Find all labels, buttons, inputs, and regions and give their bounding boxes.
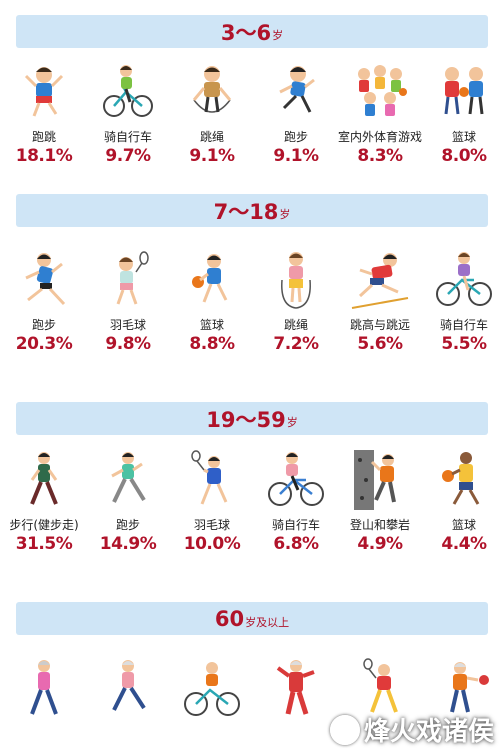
activity-item	[338, 658, 422, 718]
activity-item: 跑步 9.1%	[254, 62, 338, 166]
activity-percentage: 9.8%	[105, 334, 151, 354]
activity-item: 跳绳 7.2%	[254, 250, 338, 354]
activity-label: 篮球	[199, 318, 224, 332]
teen-running-icon	[25, 253, 66, 306]
activity-label: 室内外体育游戏	[338, 130, 423, 144]
activity-percentage: 4.9%	[357, 534, 403, 554]
senior-tai-chi-icon	[276, 660, 315, 715]
teen-high-jump-icon	[351, 253, 409, 309]
children-playing-icon	[358, 65, 407, 116]
adult-walking-icon	[30, 452, 58, 505]
child-cycling-icon	[103, 65, 153, 117]
activity-percentage: 18.1%	[15, 146, 73, 166]
activity-percentage: 20.3%	[15, 334, 73, 354]
activity-item: 登山和攀岩 4.9%	[338, 450, 422, 554]
activity-label: 篮球	[451, 130, 476, 144]
activity-percentage: 4.4%	[441, 534, 487, 554]
child-jumping-icon	[24, 67, 64, 117]
age-band-2: 7～18 岁	[16, 194, 488, 227]
activity-label: 跳绳	[283, 318, 308, 332]
activity-label: 跑跳	[31, 130, 56, 144]
activity-item: 羽毛球 10.0%	[170, 450, 254, 554]
activity-percentage: 8.8%	[189, 334, 235, 354]
age-band-3: 19～59 岁	[16, 402, 488, 435]
adult-climbing-icon	[354, 450, 396, 510]
activity-label: 篮球	[451, 518, 476, 532]
age-range: 3～6	[220, 20, 272, 45]
senior-cycling-icon	[184, 662, 240, 716]
activity-item	[170, 658, 254, 718]
activity-item: 跳绳 9.1%	[170, 62, 254, 166]
activity-percentage: 14.9%	[99, 534, 157, 554]
activity-item: 篮球 4.4%	[422, 450, 504, 554]
age-range: 60	[214, 606, 245, 631]
age-unit: 岁	[286, 415, 298, 429]
teen-jump-rope-icon	[281, 252, 311, 309]
senior-jogging-icon	[112, 660, 146, 711]
activity-percentage: 9.1%	[273, 146, 319, 166]
child-jump-rope-icon	[192, 66, 232, 113]
age-band-4: 60 岁及以上	[16, 602, 488, 635]
activity-label: 骑自行车	[439, 318, 488, 332]
activity-percentage: 5.5%	[441, 334, 487, 354]
activity-item: 室内外体育游戏 8.3%	[338, 62, 422, 166]
activity-percentage: 5.6%	[357, 334, 403, 354]
activity-percentage: 10.0%	[183, 534, 241, 554]
age-range: 7～18	[213, 199, 279, 224]
watermark-logo-icon	[329, 714, 360, 745]
watermark: 烽火戏诸侯	[329, 711, 494, 748]
activity-label: 跳高与跳远	[349, 318, 410, 332]
age-unit: 岁	[279, 207, 291, 221]
senior-badminton-icon	[363, 658, 398, 713]
activity-percentage: 9.1%	[189, 146, 235, 166]
activity-item: 跑跳 18.1%	[2, 62, 86, 166]
activity-item: 跑步 14.9%	[86, 450, 170, 554]
activity-percentage: 9.7%	[105, 146, 151, 166]
activity-item: 篮球 8.0%	[422, 62, 504, 166]
teen-cycling-icon	[436, 252, 492, 306]
activity-label: 羽毛球	[193, 518, 230, 532]
activity-item: 骑自行车 5.5%	[422, 250, 504, 354]
teen-badminton-icon	[116, 251, 149, 305]
activity-label: 骑自行车	[103, 130, 152, 144]
activity-item	[2, 658, 86, 718]
age-unit: 岁及以上	[245, 615, 290, 629]
activity-item: 羽毛球 9.8%	[86, 250, 170, 354]
watermark-text: 烽火戏诸侯	[363, 717, 494, 747]
activity-label: 跑步	[283, 130, 308, 144]
adult-running-icon	[111, 452, 146, 503]
activity-item: 篮球 8.8%	[170, 250, 254, 354]
activity-label: 骑自行车	[271, 518, 320, 532]
activity-percentage: 31.5%	[15, 534, 73, 554]
activity-item	[422, 658, 504, 718]
activity-percentage: 8.0%	[441, 146, 487, 166]
adult-cycling-icon	[268, 452, 324, 506]
activity-label: 步行(健步走)	[9, 518, 79, 532]
activity-item	[86, 658, 170, 718]
activity-item: 骑自行车 6.8%	[254, 450, 338, 554]
senior-walking-icon	[30, 660, 58, 715]
activity-label: 羽毛球	[109, 318, 146, 332]
child-running-icon	[279, 66, 315, 113]
activity-percentage: 7.2%	[273, 334, 319, 354]
age-range: 19～59	[206, 407, 286, 432]
adult-basketball-icon	[442, 452, 480, 505]
activity-label: 跳绳	[199, 130, 224, 144]
activity-percentage: 6.8%	[273, 534, 319, 554]
activity-label: 跑步	[31, 318, 56, 332]
senior-table-tennis-icon	[450, 662, 489, 713]
activity-label: 登山和攀岩	[349, 518, 410, 532]
activity-label: 跑步	[115, 518, 140, 532]
activity-item: 骑自行车 9.7%	[86, 62, 170, 166]
activity-item: 跳高与跳远 5.6%	[338, 250, 422, 354]
age-band-1: 3～6 岁	[16, 15, 488, 48]
teen-basketball-icon	[192, 254, 228, 303]
activity-item: 步行(健步走) 31.5%	[2, 450, 86, 554]
age-unit: 岁	[272, 28, 284, 42]
activity-item: 跑步 20.3%	[2, 250, 86, 354]
activity-percentage: 8.3%	[357, 146, 403, 166]
children-basketball-icon	[444, 67, 484, 115]
activity-item	[254, 658, 338, 718]
adult-badminton-icon	[191, 450, 228, 505]
